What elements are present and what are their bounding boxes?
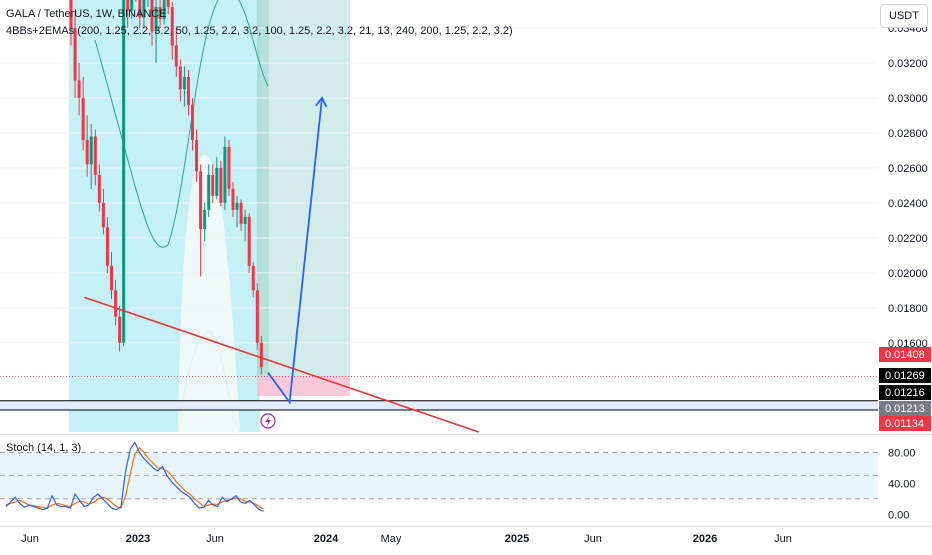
candle-body xyxy=(255,290,259,343)
price-badge-label: 0.01213 xyxy=(885,403,925,415)
candle-body xyxy=(105,227,109,266)
price-axis-label: 0.02400 xyxy=(888,198,928,210)
candle-body xyxy=(186,76,190,105)
price-badge xyxy=(879,401,931,416)
candle-body xyxy=(150,0,154,32)
price-badge xyxy=(879,347,931,362)
ema-line xyxy=(94,0,269,248)
candle-body xyxy=(166,0,170,7)
price-badge xyxy=(879,385,931,400)
candle-body xyxy=(126,0,130,11)
stoch-axis-label: 0.00 xyxy=(888,509,909,521)
candle-body xyxy=(73,27,77,81)
candle-body xyxy=(89,136,93,165)
candle-body xyxy=(122,0,126,343)
candle-body xyxy=(158,6,162,20)
candle-body xyxy=(199,171,203,230)
indicator-legend[interactable]: 4BBs+2EMAs (200, 1.25, 2.2, 3.2, 50, 1.2… xyxy=(6,25,513,37)
candle-body xyxy=(101,202,105,228)
candle-body xyxy=(191,104,194,140)
time-axis-label: 2025 xyxy=(505,533,529,545)
candle-body xyxy=(219,167,223,203)
candle-body xyxy=(138,0,142,18)
time-axis-label: 2026 xyxy=(693,533,717,545)
time-axis-label: May xyxy=(381,533,402,545)
symbol-legend[interactable]: GALA / TetherUS, 1W, BINANCE xyxy=(6,8,167,20)
candle-body xyxy=(215,167,219,196)
time-axis-label: 2023 xyxy=(126,533,150,545)
candle-body xyxy=(162,0,166,20)
stoch-legend[interactable]: Stoch (14, 1, 3) xyxy=(6,442,82,454)
candle-body xyxy=(231,188,235,210)
candle-body xyxy=(97,174,101,203)
candle-body xyxy=(69,0,73,28)
candle-body xyxy=(118,316,122,343)
stoch-axis-label: 40.00 xyxy=(888,478,916,490)
candle-body xyxy=(247,216,251,266)
candle-body xyxy=(182,76,186,90)
price-badge-label: 0.01216 xyxy=(885,387,925,399)
stop-zone xyxy=(257,376,350,396)
candle-body xyxy=(114,290,118,317)
price-badge xyxy=(879,368,931,383)
time-axis-label: Jun xyxy=(21,533,39,545)
time-axis-label: 2024 xyxy=(314,533,339,545)
candle-body xyxy=(77,80,81,98)
candle-body xyxy=(259,342,263,368)
stoch-axis-label: 80.00 xyxy=(888,447,916,459)
price-badge-label: 0.01408 xyxy=(885,349,925,361)
candle-body xyxy=(85,139,89,165)
stoch-k-line xyxy=(5,441,264,512)
support-band xyxy=(0,400,878,410)
price-axis-label: 0.01800 xyxy=(888,303,928,315)
time-axis-label: Jun xyxy=(774,533,792,545)
candle-body xyxy=(178,66,182,90)
projection-arrowhead xyxy=(315,96,328,108)
entry-zone xyxy=(257,0,269,376)
price-axis-label: 0.02800 xyxy=(888,128,928,140)
candle-body xyxy=(93,136,97,175)
candle-body xyxy=(174,45,178,67)
candle-body xyxy=(154,6,158,32)
time-axis-label: Jun xyxy=(584,533,602,545)
lightning-bolt-icon xyxy=(265,416,271,427)
price-axis-label: 0.03400 xyxy=(888,23,928,35)
stoch-band xyxy=(0,452,878,499)
candle-body xyxy=(203,209,207,230)
candle-body xyxy=(81,97,85,140)
candle-body xyxy=(251,265,255,291)
candle-body xyxy=(243,216,247,224)
candle-body xyxy=(235,202,239,210)
time-axis-label: Jun xyxy=(206,533,224,545)
price-badge-label: 0.01269 xyxy=(885,370,925,382)
candle-body xyxy=(239,202,243,224)
candle-body xyxy=(142,0,146,18)
candle-body xyxy=(170,6,174,46)
candle-body xyxy=(195,139,199,172)
target-zone xyxy=(257,0,350,376)
price-axis-label: 0.02000 xyxy=(888,268,928,280)
candle-body xyxy=(110,265,113,291)
inner-band-fill xyxy=(178,154,240,432)
price-axis-label: 0.03000 xyxy=(888,93,928,105)
price-axis-label: 0.01600 xyxy=(888,338,928,350)
candle-body xyxy=(227,146,231,189)
price-axis-label: 0.02600 xyxy=(888,163,928,175)
candle-body xyxy=(211,174,215,196)
stoch-d-line xyxy=(5,446,264,510)
candle-body xyxy=(130,0,134,11)
currency-button[interactable]: USDT xyxy=(880,4,928,28)
candle-body xyxy=(223,146,227,203)
projection-path xyxy=(267,97,323,405)
trendline xyxy=(84,296,479,433)
price-axis-label: 0.03200 xyxy=(888,58,928,70)
candle-body xyxy=(207,174,211,210)
price-badge-label: 0.01134 xyxy=(885,418,924,430)
price-axis-label: 0.02200 xyxy=(888,233,928,245)
price-badge xyxy=(879,416,931,431)
